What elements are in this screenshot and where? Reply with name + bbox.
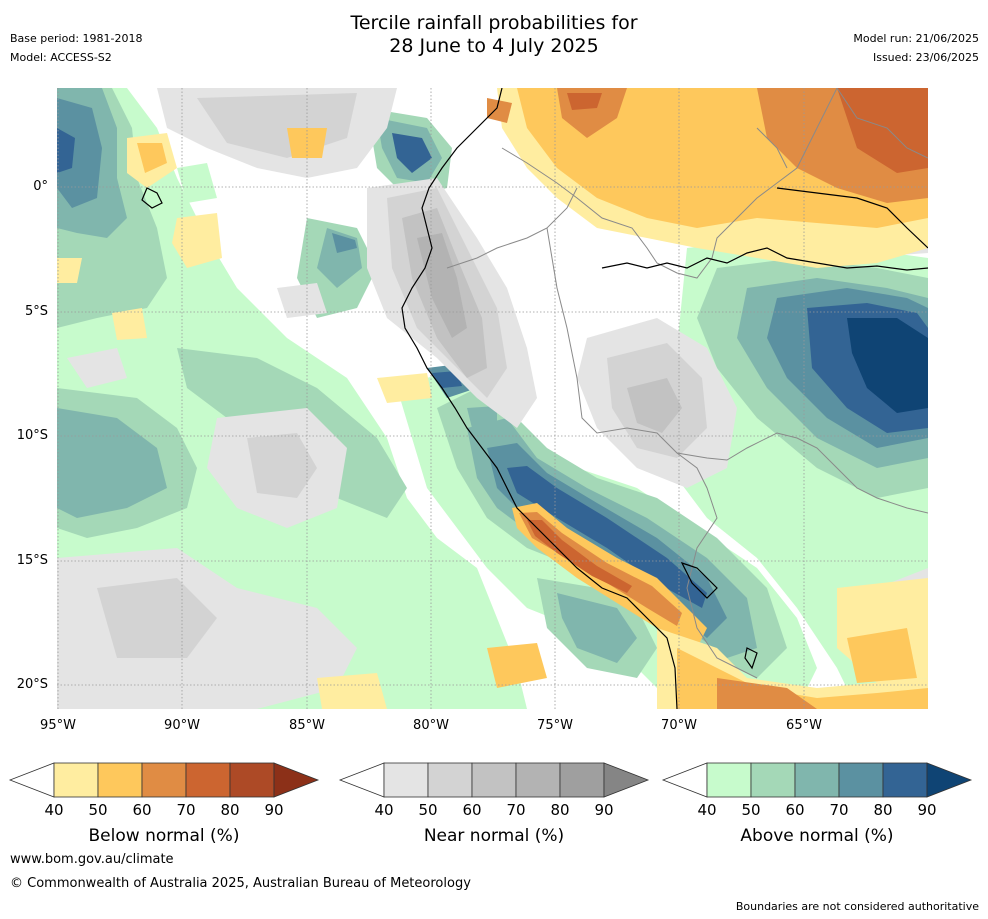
cb-above-tick-40: 40	[697, 801, 717, 819]
colorbars-svg	[8, 762, 973, 798]
website-link[interactable]: www.bom.gov.au/climate	[10, 852, 174, 867]
cb-above-tick-60: 60	[785, 801, 805, 819]
cb-below-tick-40: 40	[44, 801, 64, 819]
lat-label-10s: 10°S	[16, 428, 48, 443]
lon-label-80w: 80°W	[413, 718, 449, 733]
model-text: Model: ACCESS-S2	[10, 51, 112, 64]
lon-label-65w: 65°W	[786, 718, 822, 733]
cb-near-tick-40: 40	[374, 801, 394, 819]
colorbar-near	[338, 762, 650, 798]
cb-below-tick-60: 60	[132, 801, 152, 819]
colorbar-above	[661, 762, 973, 798]
lat-label-20s: 20°S	[16, 677, 48, 692]
cb-below-tick-80: 80	[220, 801, 240, 819]
lon-label-90w: 90°W	[164, 718, 200, 733]
cb-below-tick-70: 70	[176, 801, 196, 819]
cb-near-tick-70: 70	[506, 801, 526, 819]
cb-below-tick-50: 50	[88, 801, 108, 819]
cb-above-tick-70: 70	[829, 801, 849, 819]
colorbar-below	[8, 762, 320, 798]
cb-above-title: Above normal (%)	[740, 826, 894, 846]
lon-label-85w: 85°W	[289, 718, 325, 733]
map-svg	[57, 88, 928, 709]
rainfall-probability-map	[57, 88, 928, 709]
cb-above-tick-90: 90	[917, 801, 937, 819]
cb-near-title: Near normal (%)	[423, 826, 565, 846]
model-run-text: Model run: 21/06/2025	[853, 32, 979, 45]
coastline	[141, 88, 928, 709]
cb-near-tick-80: 80	[550, 801, 570, 819]
cb-above-tick-80: 80	[873, 801, 893, 819]
lat-label-5s: 5°S	[24, 304, 48, 319]
lat-label-0: 0°	[33, 179, 48, 194]
lon-label-95w: 95°W	[40, 718, 76, 733]
cb-below-title: Below normal (%)	[88, 826, 240, 846]
lon-label-75w: 75°W	[537, 718, 573, 733]
title-line-1: Tercile rainfall probabilities for	[350, 12, 638, 34]
below-normal-regions	[57, 88, 928, 709]
country-borders	[446, 88, 928, 679]
issued-text: Issued: 23/06/2025	[872, 51, 979, 64]
cb-near-tick-50: 50	[418, 801, 438, 819]
lat-lon-grid	[57, 88, 928, 709]
cb-above-tick-50: 50	[741, 801, 761, 819]
title-line-2: 28 June to 4 July 2025	[389, 35, 599, 57]
disclaimer-text: Boundaries are not considered authoritat…	[735, 900, 979, 913]
copyright-text: © Commonwealth of Australia 2025, Austra…	[10, 876, 471, 891]
cb-near-tick-60: 60	[462, 801, 482, 819]
lon-label-70w: 70°W	[661, 718, 697, 733]
map-title: Tercile rainfall probabilities for 28 Ju…	[0, 12, 988, 58]
cb-below-tick-90: 90	[264, 801, 284, 819]
cb-near-tick-90: 90	[594, 801, 614, 819]
lat-label-15s: 15°S	[16, 553, 48, 568]
base-period-text: Base period: 1981-2018	[10, 32, 143, 45]
